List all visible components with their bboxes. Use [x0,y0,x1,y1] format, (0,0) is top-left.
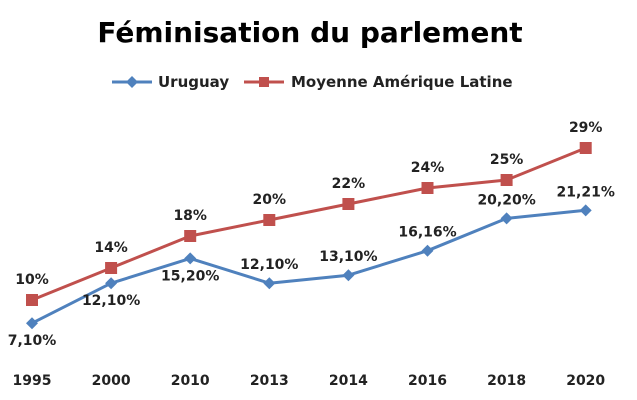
data-label-uruguay: 12,10% [240,257,298,273]
legend-label-amerique-latine: Moyenne Amérique Latine [291,73,513,91]
legend-item-uruguay: Uruguay [112,73,229,91]
data-label-uruguay: 21,21% [557,184,615,200]
data-point-amerique-latine [26,294,38,306]
data-point-amerique-latine [500,174,513,186]
legend-marker-amerique-latine [259,77,269,87]
data-label-amerique-latine: 18% [173,208,207,224]
data-label-amerique-latine: 14% [94,240,128,256]
data-point-uruguay [263,277,276,290]
data-point-uruguay [421,244,434,257]
x-tick-label: 2000 [92,373,131,389]
data-label-uruguay: 13,10% [319,249,377,265]
legend-item-amerique-latine: Moyenne Amérique Latine [244,73,513,91]
plot-area: 7,10% 12,10% 15,20% 12,10% 13,10% 16,16% 20,20… [8,120,615,349]
data-point-amerique-latine [421,182,434,194]
x-tick-label: 2016 [408,373,447,389]
data-point-uruguay [184,252,197,265]
data-label-amerique-latine: 24% [411,160,445,176]
data-label-uruguay: 15,20% [161,268,219,284]
x-tick-label: 2014 [329,373,368,389]
series-line-amerique-latine [31,146,587,302]
data-point-amerique-latine [579,142,592,154]
data-label-amerique-latine: 22% [332,176,366,192]
data-label-uruguay: 16,16% [398,225,456,241]
data-point-uruguay [342,269,355,282]
data-label-amerique-latine: 29% [569,120,603,136]
legend: Uruguay Moyenne Amérique Latine [112,73,513,91]
data-point-amerique-latine [342,198,355,210]
x-tick-label: 2018 [487,373,526,389]
data-point-uruguay [26,317,38,330]
x-axis: 1995 2000 2010 2013 2014 2016 2018 2020 [13,373,606,389]
data-point-amerique-latine [184,230,197,242]
legend-label-uruguay: Uruguay [158,73,229,91]
data-label-amerique-latine: 20% [253,192,287,208]
data-point-uruguay [579,204,592,217]
data-label-uruguay: 12,10% [82,293,140,309]
data-label-uruguay: 20,20% [477,192,535,208]
series-line-uruguay [31,208,586,325]
data-point-uruguay [500,212,513,225]
data-point-amerique-latine [263,214,276,226]
data-label-amerique-latine: 25% [490,152,524,168]
x-tick-label: 1995 [13,373,52,389]
data-label-amerique-latine: 10% [15,272,49,288]
data-label-uruguay: 7,10% [8,333,57,349]
x-tick-label: 2020 [566,373,605,389]
x-tick-label: 2013 [250,373,289,389]
data-point-uruguay [105,277,118,290]
chart-title: Féminisation du parlement [97,16,522,49]
x-tick-label: 2010 [171,373,210,389]
legend-marker-uruguay [126,76,138,88]
data-point-amerique-latine [105,262,118,274]
